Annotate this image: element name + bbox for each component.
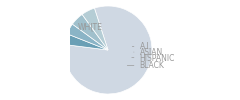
Wedge shape [72,14,108,50]
Text: HISPANIC: HISPANIC [132,54,175,63]
Wedge shape [82,8,108,50]
Text: A.I.: A.I. [132,42,152,51]
Text: WHITE: WHITE [78,24,103,32]
Wedge shape [64,6,152,94]
Text: ASIAN: ASIAN [134,48,163,57]
Wedge shape [67,24,108,50]
Text: BLACK: BLACK [127,61,164,70]
Wedge shape [64,34,108,50]
